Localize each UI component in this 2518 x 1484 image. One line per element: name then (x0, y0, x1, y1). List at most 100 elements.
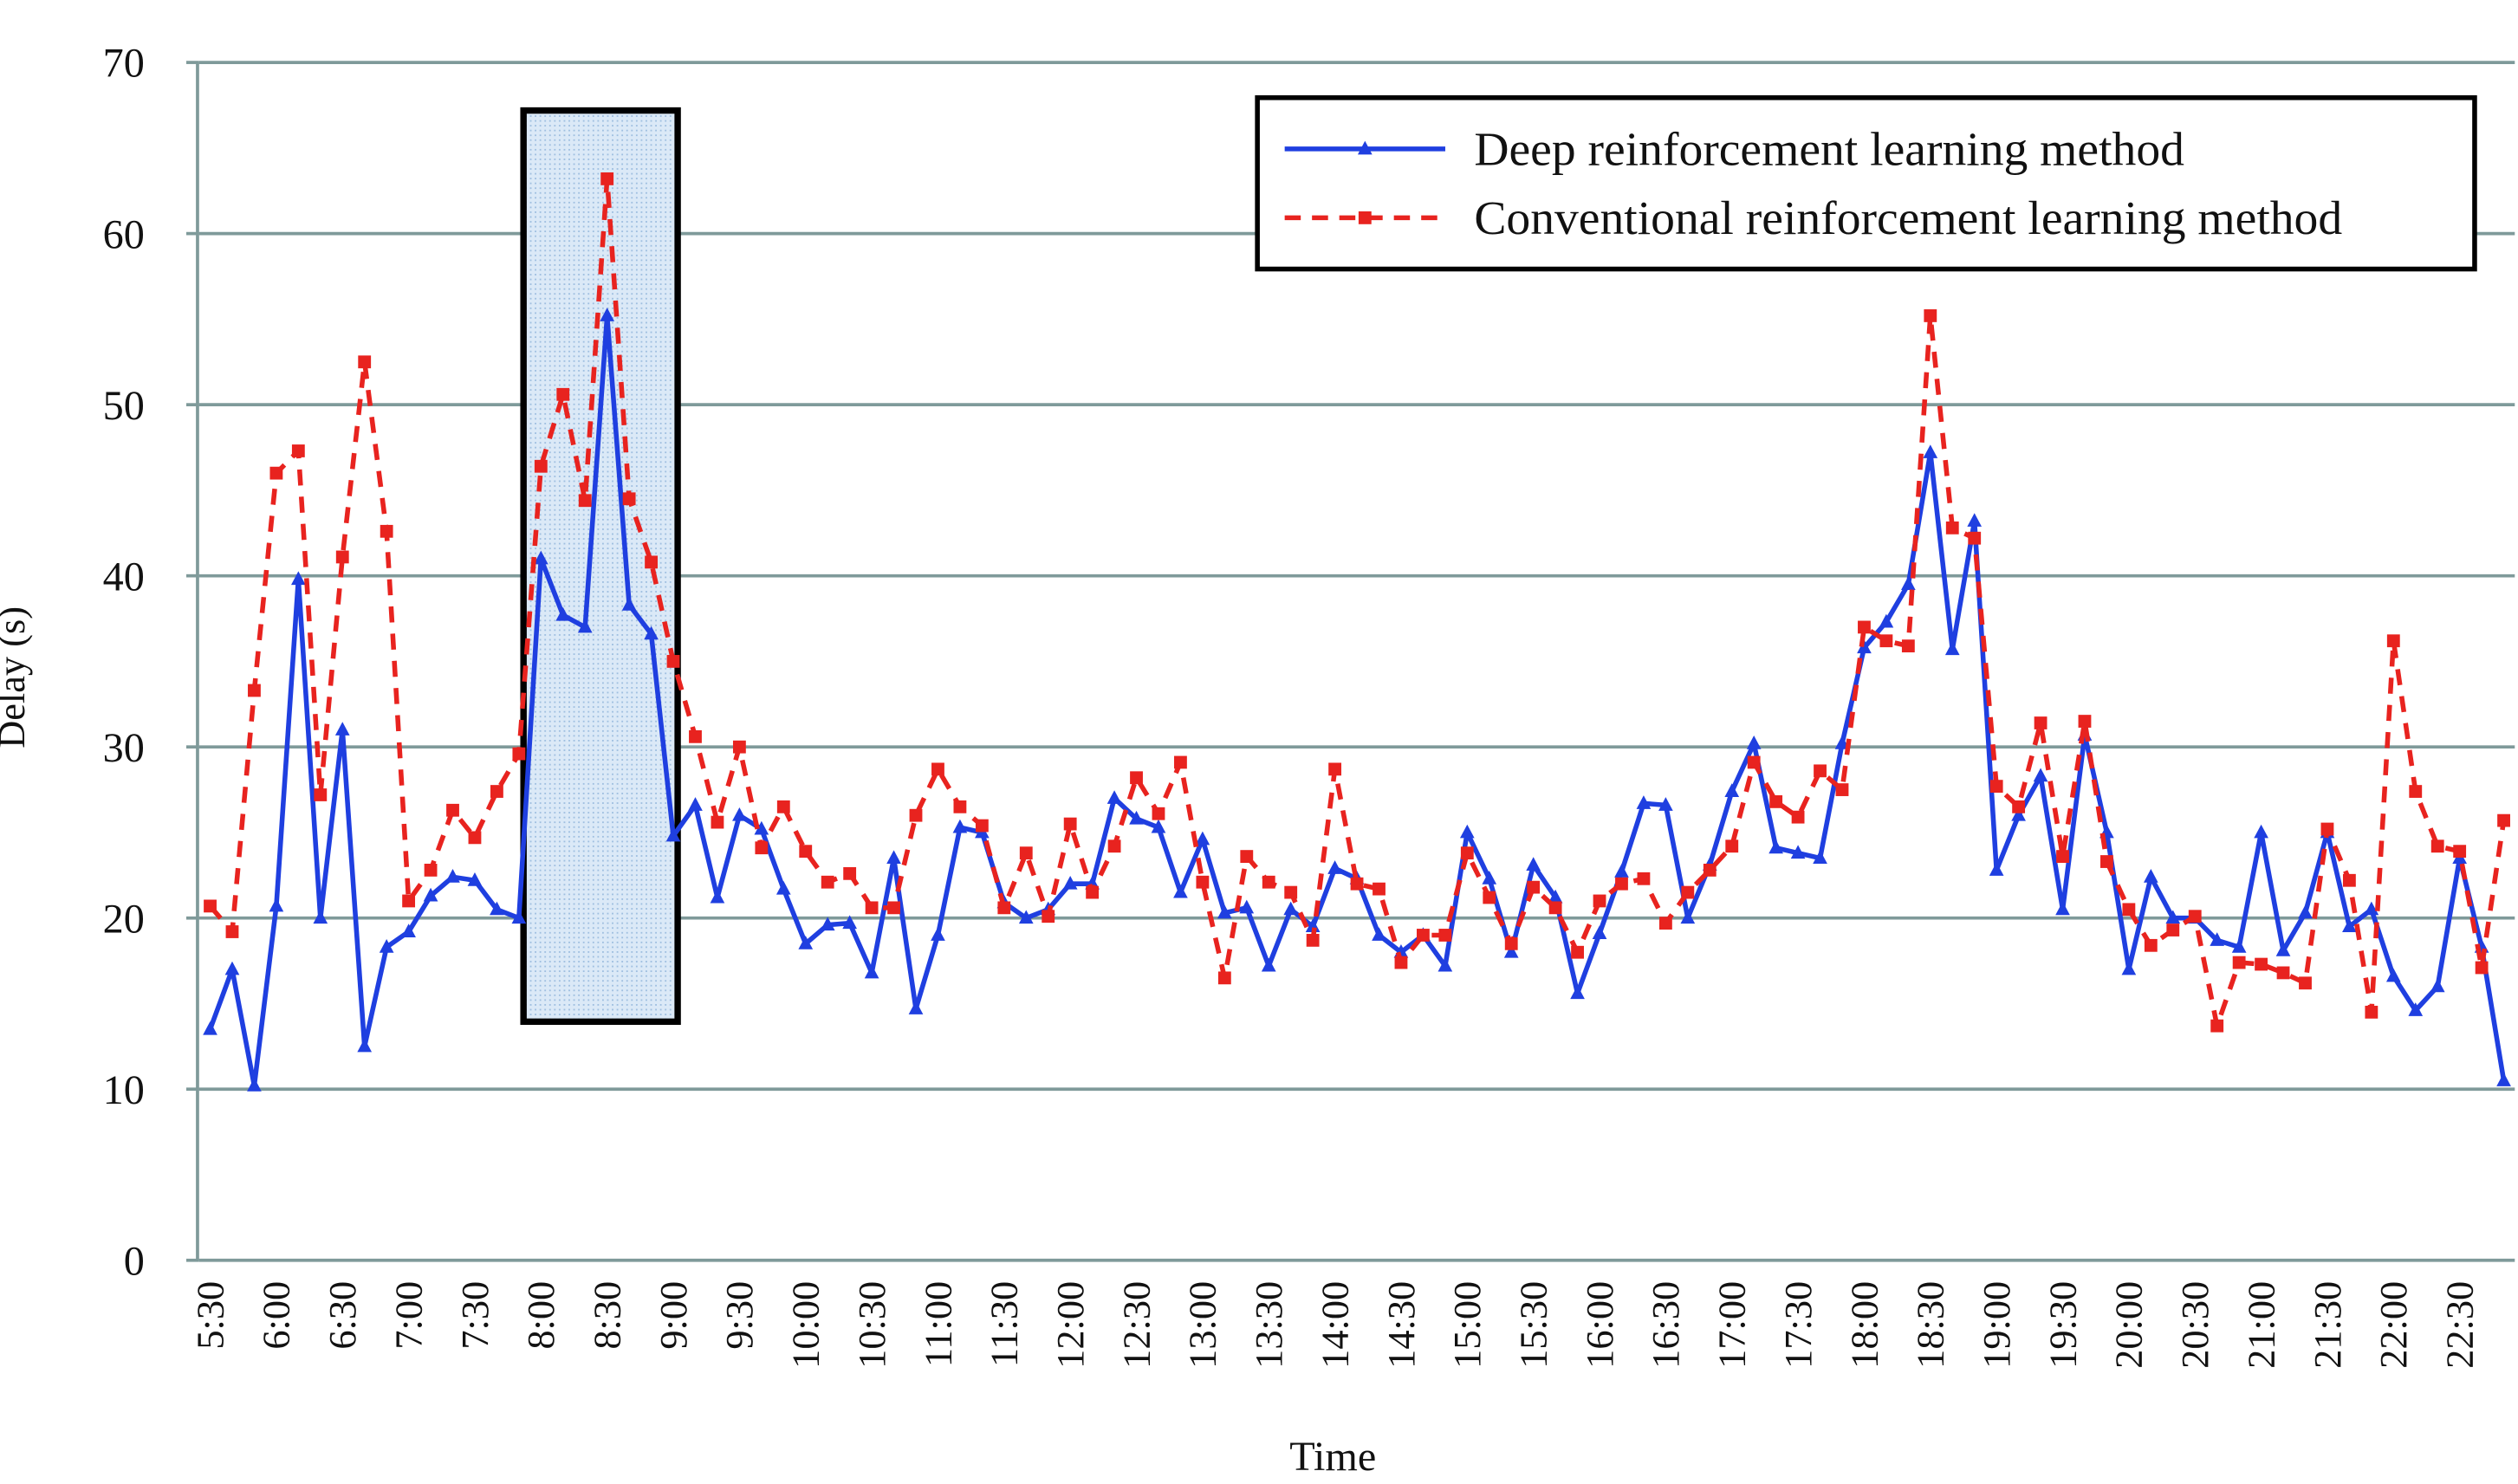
marker (1571, 945, 1584, 959)
marker (2056, 850, 2069, 863)
legend-label: Deep reinforcement learning method (1474, 123, 2184, 176)
x-tick-label: 10:30 (850, 1281, 893, 1369)
marker (1615, 877, 1628, 891)
x-tick-label: 22:30 (2437, 1281, 2481, 1369)
x-tick-label: 14:00 (1313, 1281, 1356, 1369)
marker (1548, 889, 1563, 904)
marker (291, 444, 305, 457)
x-tick-label: 19:30 (2041, 1281, 2084, 1369)
marker (1967, 513, 1983, 527)
marker (732, 740, 746, 754)
marker (1944, 641, 1960, 656)
marker (645, 555, 658, 569)
y-tick-label: 0 (124, 1238, 145, 1284)
marker (1306, 933, 1320, 947)
marker (1769, 794, 1783, 808)
marker (357, 1038, 373, 1053)
marker (335, 550, 349, 564)
marker (1152, 807, 1165, 820)
marker (2386, 634, 2400, 648)
marker (2012, 800, 2026, 813)
marker (1968, 531, 1982, 545)
marker (2121, 961, 2137, 975)
marker (379, 939, 394, 953)
y-tick-label: 10 (103, 1067, 145, 1113)
marker (953, 800, 967, 813)
marker (710, 889, 725, 904)
marker (1239, 899, 1255, 914)
x-tick-label: 17:00 (1710, 1281, 1754, 1369)
marker (1107, 839, 1121, 853)
marker (1526, 857, 1541, 871)
marker (1504, 936, 1518, 950)
marker (600, 172, 614, 185)
marker (1989, 780, 2003, 794)
marker (1394, 956, 1408, 969)
marker (887, 901, 900, 915)
marker (2165, 910, 2181, 924)
y-axis-title: Delay (s) (0, 606, 33, 748)
marker (644, 625, 659, 640)
marker (931, 927, 945, 941)
marker (711, 815, 724, 829)
marker (755, 841, 769, 855)
marker (1240, 850, 1254, 863)
marker (2078, 715, 2092, 728)
marker (2188, 910, 2202, 923)
marker (402, 894, 416, 908)
marker (1747, 755, 1761, 769)
marker (732, 807, 747, 821)
marker (380, 524, 393, 538)
marker (2100, 855, 2113, 868)
marker (248, 684, 261, 697)
x-tick-label: 16:30 (1644, 1281, 1687, 1369)
marker (1130, 771, 1143, 785)
marker (1658, 917, 1672, 930)
marker (556, 387, 570, 401)
marker (2011, 807, 2026, 821)
marker (908, 1001, 924, 1014)
marker (1725, 839, 1739, 853)
x-tick-label: 22:00 (2372, 1281, 2415, 1369)
marker (1151, 819, 1166, 833)
marker (2254, 824, 2268, 839)
marker (865, 901, 879, 915)
marker (1790, 845, 1806, 859)
x-tick-label: 10:00 (784, 1281, 827, 1369)
marker (1460, 846, 1474, 860)
marker (467, 872, 483, 886)
marker (2144, 938, 2158, 952)
marker (776, 880, 791, 895)
marker (578, 494, 592, 508)
marker (1284, 885, 1298, 899)
marker (2275, 942, 2291, 956)
x-axis-title: Time (1289, 1434, 1376, 1480)
marker (2210, 932, 2225, 946)
marker (1129, 810, 1144, 825)
marker (1328, 762, 1342, 776)
marker (1548, 901, 1562, 915)
marker (2276, 966, 2290, 980)
marker (665, 827, 681, 842)
x-tick-label: 17:30 (1776, 1281, 1820, 1369)
marker (2232, 956, 2246, 969)
marker (776, 800, 790, 813)
marker (1857, 639, 1872, 654)
marker (2430, 978, 2445, 993)
marker (1438, 929, 1452, 942)
marker (1350, 877, 1364, 891)
marker (931, 762, 944, 776)
marker (2364, 901, 2379, 916)
marker (511, 910, 527, 924)
x-tick-label: 11:30 (983, 1281, 1026, 1367)
marker (842, 915, 857, 930)
marker (1791, 810, 1805, 824)
marker (2408, 1002, 2424, 1016)
marker (1195, 831, 1210, 846)
marker (2430, 839, 2444, 853)
marker (358, 355, 372, 369)
marker (577, 619, 593, 633)
marker (754, 820, 769, 835)
marker (2453, 845, 2467, 859)
